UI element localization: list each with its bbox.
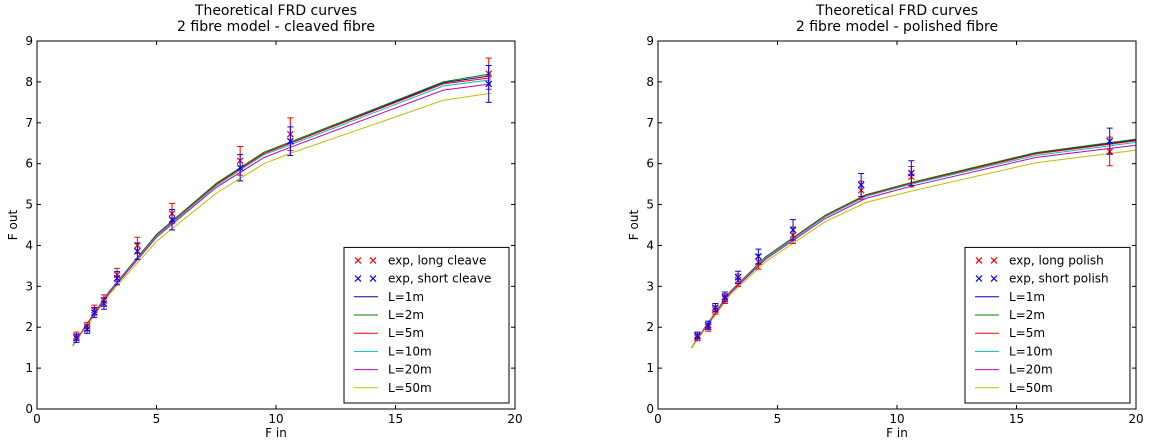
legend-marker: [369, 256, 377, 264]
legend-label: L=50m: [1009, 381, 1053, 395]
legend-marker: [354, 256, 362, 264]
legend-label: L=5m: [388, 326, 424, 340]
y-tick-label: 1: [646, 361, 654, 375]
legend: exp, long cleave exp, short cleave L=1m L=2…: [343, 246, 510, 404]
x-tick-label: 10: [889, 412, 904, 426]
data-point: [100, 300, 108, 307]
x-tick-label: 5: [153, 412, 161, 426]
legend-marker: [975, 256, 983, 264]
x-tick-label: 10: [268, 412, 283, 426]
x-tick-label: 15: [388, 412, 403, 426]
data-point: [73, 334, 80, 342]
chart-title: Theoretical FRD curves: [194, 3, 357, 19]
x-tick-label: 0: [654, 412, 662, 426]
y-tick-label: 6: [646, 157, 654, 171]
y-tick-label: 7: [25, 116, 33, 130]
legend-marker: [369, 275, 377, 283]
legend-label: L=10m: [1009, 344, 1053, 358]
y-tick-label: 9: [25, 34, 33, 48]
legend-label: L=2m: [388, 308, 424, 322]
data-point: [236, 164, 244, 172]
y-tick-label: 2: [25, 320, 33, 334]
series-line-l-20m: [72, 83, 492, 347]
legend-label: exp, short cleave: [388, 272, 491, 286]
experiment-series-2: [694, 127, 1114, 340]
data-point: [704, 321, 712, 329]
legend-label: L=1m: [388, 290, 424, 304]
y-tick-label: 5: [646, 198, 654, 212]
y-tick-label: 4: [25, 238, 33, 252]
chart-title: Theoretical FRD curves: [815, 3, 978, 19]
data-point: [754, 253, 762, 260]
legend-box: [964, 246, 1131, 404]
legend-marker: [354, 275, 362, 283]
legend-label: exp, long polish: [1009, 253, 1104, 267]
x-tick-label: 5: [774, 412, 782, 426]
data-point: [734, 273, 742, 281]
y-tick-label: 2: [646, 320, 654, 334]
legend-label: L=1m: [1009, 290, 1045, 304]
legend-box: [343, 246, 510, 404]
legend-label: exp, long cleave: [388, 253, 486, 267]
y-tick-label: 9: [646, 34, 654, 48]
x-tick-label: 0: [33, 412, 41, 426]
legend-marker: [990, 256, 998, 264]
x-tick-label: 20: [507, 412, 522, 426]
legend-label: L=20m: [388, 363, 432, 377]
data-point: [113, 274, 121, 282]
legend-marker: [975, 275, 983, 283]
data-point: [90, 309, 98, 316]
y-tick-label: 1: [25, 361, 33, 375]
y-tick-label: 8: [25, 75, 33, 89]
data-point: [133, 247, 141, 255]
legend-label: L=5m: [1009, 326, 1045, 340]
data-point: [485, 80, 493, 88]
y-tick-label: 3: [25, 279, 33, 293]
legend-label: L=20m: [1009, 363, 1053, 377]
y-tick-label: 0: [646, 402, 654, 416]
y-tick-label: 4: [646, 238, 654, 252]
legend-label: exp, short polish: [1009, 272, 1109, 286]
x-axis-label: F in: [265, 426, 287, 440]
chart-subtitle: 2 fibre model - cleaved fibre: [177, 19, 375, 35]
data-point: [711, 304, 719, 312]
y-axis-label: F out: [627, 210, 641, 241]
series-line-l-20m: [691, 144, 1137, 348]
data-point: [168, 216, 176, 224]
x-axis-label: F in: [886, 426, 908, 440]
series-line-l-50m: [691, 149, 1137, 349]
data-point: [286, 137, 294, 145]
y-tick-label: 5: [25, 198, 33, 212]
y-tick-label: 7: [646, 116, 654, 130]
data-point: [789, 226, 797, 234]
legend: exp, long polish exp, short polish L=1m L=2…: [964, 246, 1131, 404]
legend-label: L=2m: [1009, 308, 1045, 322]
data-point: [1106, 137, 1114, 145]
y-tick-label: 6: [25, 157, 33, 171]
legend-label: L=10m: [388, 344, 432, 358]
legend-label: L=50m: [388, 381, 432, 395]
data-point: [721, 293, 729, 301]
chart-subtitle: 2 fibre model - polished fibre: [796, 19, 998, 35]
data-point: [83, 325, 91, 333]
y-tick-label: 0: [25, 402, 33, 416]
y-tick-label: 8: [646, 75, 654, 89]
legend-marker: [990, 275, 998, 283]
data-point: [907, 169, 915, 177]
x-tick-label: 20: [1128, 412, 1143, 426]
y-axis-label: F out: [6, 210, 20, 241]
data-point: [857, 181, 865, 189]
experiment-series-2: [73, 65, 493, 343]
y-tick-label: 3: [646, 279, 654, 293]
x-tick-label: 15: [1009, 412, 1024, 426]
data-point: [694, 331, 701, 339]
